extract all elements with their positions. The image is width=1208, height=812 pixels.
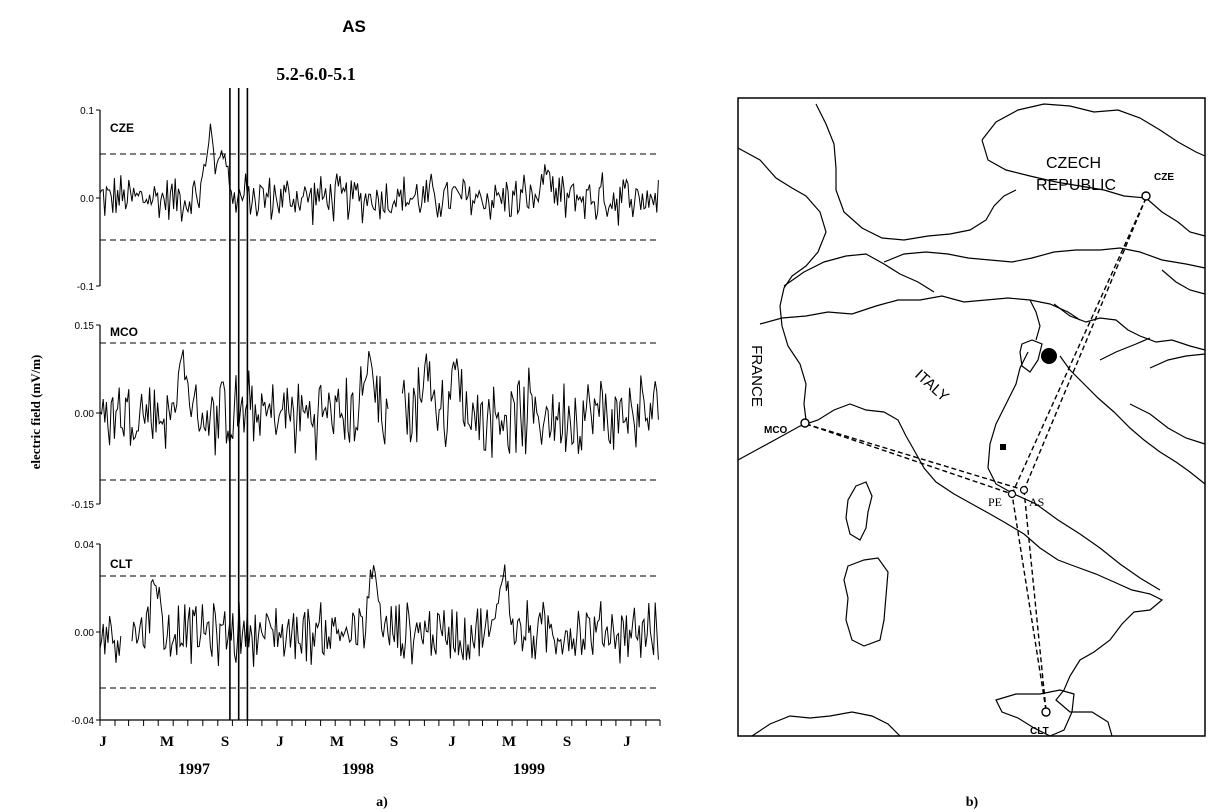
series-label-cze: CZE xyxy=(110,121,134,135)
station-marker-cze xyxy=(1141,191,1151,201)
month-label-3: J xyxy=(276,734,284,750)
series-path-mco xyxy=(99,349,659,461)
ytick-label-clt-1: 0.00 xyxy=(75,628,95,639)
label-france: FRANCE xyxy=(748,345,765,407)
ytick-label-cze-0: 0.1 xyxy=(80,106,94,117)
propagation-paths xyxy=(805,197,1147,711)
series-line-clt xyxy=(99,564,659,667)
figure-title: AS xyxy=(342,17,366,36)
station-marker-as xyxy=(1019,485,1029,495)
path-clt-as xyxy=(1023,489,1047,711)
border-balkans xyxy=(1099,337,1206,445)
adriatic-west-coast xyxy=(987,351,1161,591)
border-hungary xyxy=(1145,197,1206,295)
panel-a-label: a) xyxy=(376,795,388,810)
month-label-2: S xyxy=(221,734,229,750)
year-label-2: 1999 xyxy=(513,761,545,778)
border-france xyxy=(737,147,827,421)
month-label-6: J xyxy=(448,734,456,750)
y-axis-label: electric field (mV/m) xyxy=(28,355,43,470)
series-path-clt xyxy=(99,564,659,667)
map-frame xyxy=(737,97,1206,737)
ytick-label-mco-2: -0.15 xyxy=(71,500,94,511)
italy-coastline xyxy=(737,403,1164,737)
label-station-cze: CZE xyxy=(1154,172,1174,183)
series-label-mco: MCO xyxy=(110,325,138,339)
ytick-label-mco-1: 0.00 xyxy=(75,409,95,420)
north-africa-coast xyxy=(751,711,901,737)
square-marker xyxy=(1000,444,1006,450)
path-cze-pe xyxy=(1011,197,1147,495)
border-germany xyxy=(815,103,1017,241)
adriatic-east-coast xyxy=(1059,355,1206,485)
sardinia-outline xyxy=(843,557,889,647)
series-label-clt: CLT xyxy=(110,557,133,571)
sicily-outline xyxy=(995,689,1075,737)
label-station-mco: MCO xyxy=(764,425,788,436)
ytick-label-clt-0: 0.04 xyxy=(75,540,95,551)
month-label-7: M xyxy=(502,734,516,750)
station-marker-clt xyxy=(1041,707,1051,717)
year-label-1: 1998 xyxy=(342,761,374,778)
border-swiss xyxy=(783,253,935,293)
label-station-pe: PE xyxy=(988,495,1002,509)
event-label: 5.2-6.0-5.1 xyxy=(276,64,356,84)
x-ticks xyxy=(99,720,661,726)
border-slovenia xyxy=(1029,299,1206,351)
border-alps xyxy=(759,295,1081,325)
month-label-8: S xyxy=(563,734,571,750)
month-label-0: J xyxy=(99,734,107,750)
ytick-label-clt-2: -0.04 xyxy=(71,716,94,727)
panel-a-chart: electric field (mV/m) 0.1 0.0 -0.1 CZE 0… xyxy=(28,88,661,778)
month-label-4: M xyxy=(330,734,344,750)
station-marker-mco xyxy=(800,418,810,428)
border-czech xyxy=(981,103,1206,199)
path-mco-pe xyxy=(805,423,1013,495)
corsica-outline xyxy=(845,481,873,541)
path-mco-as xyxy=(805,423,1025,491)
border-austria xyxy=(883,247,1206,269)
panel-b-map: CZECH REPUBLIC ITALY FRANCE CZE MCO CLT … xyxy=(737,97,1206,737)
month-label-9: J xyxy=(623,734,631,750)
label-czech-line2: REPUBLIC xyxy=(1036,177,1116,194)
panel-b-label: b) xyxy=(966,795,979,810)
path-cze-as xyxy=(1023,197,1147,491)
subplot-clt: 0.04 0.00 -0.04 CLT xyxy=(71,540,660,727)
label-station-as: AS xyxy=(1029,495,1044,509)
label-station-clt: CLT xyxy=(1030,726,1049,737)
series-line-cze xyxy=(99,123,659,226)
istria-outline xyxy=(1019,339,1043,373)
month-label-5: S xyxy=(390,734,398,750)
ytick-label-cze-1: 0.0 xyxy=(80,194,94,205)
label-czech-line1: CZECH xyxy=(1046,155,1101,172)
station-marker-pe xyxy=(1007,489,1017,499)
path-clt-pe xyxy=(1011,493,1047,711)
year-label-0: 1997 xyxy=(178,761,210,778)
series-path-cze xyxy=(99,123,659,226)
ytick-label-cze-2: -0.1 xyxy=(77,282,95,293)
subplot-cze: 0.1 0.0 -0.1 CZE xyxy=(77,106,660,293)
event-lines xyxy=(229,88,249,720)
month-label-1: M xyxy=(160,734,174,750)
label-italy: ITALY xyxy=(911,366,952,405)
subplot-mco: 0.15 0.00 -0.15 MCO xyxy=(71,321,660,511)
series-line-mco xyxy=(99,349,659,461)
epicenter-marker xyxy=(1041,348,1057,364)
ytick-label-mco-0: 0.15 xyxy=(75,321,95,332)
